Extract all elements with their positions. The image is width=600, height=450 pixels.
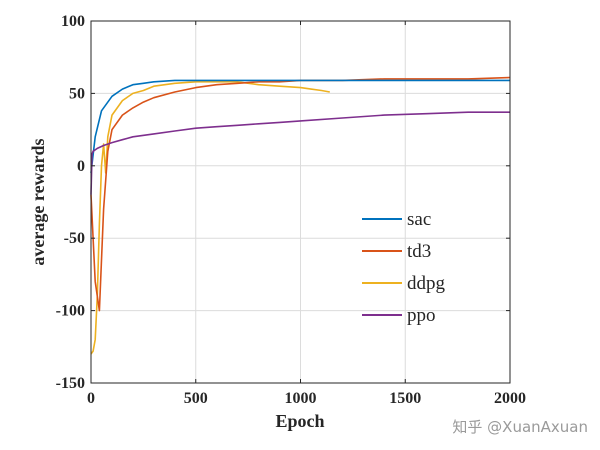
legend-label-td3: td3 [407,241,431,262]
series-lines [90,76,511,355]
series-line-ppo [90,111,510,195]
legend-label-sac: sac [407,209,431,230]
x-tick-label: 500 [184,390,208,407]
tick-marks [90,20,511,384]
series-line-ddpg [90,81,330,355]
y-tick-label: 50 [69,85,85,102]
legend-label-ddpg: ddpg [407,273,446,294]
y-tick-label: 0 [77,158,85,175]
x-tick-label: 0 [87,390,95,407]
x-tick-label: 1000 [285,390,317,407]
y-tick-label: -100 [56,303,85,320]
legend: sac td3 ddpg ppo [362,209,446,326]
y-tick-label: 100 [61,13,85,30]
x-axis-label: Epoch [275,411,324,431]
x-tick-label: 2000 [494,390,526,407]
y-tick-label: -150 [56,375,85,392]
legend-label-ppo: ppo [407,305,436,326]
y-tick-label: -50 [64,230,85,247]
tick-labels: 0 500 1000 1500 2000 -150 -100 -50 0 50 100 [56,13,526,407]
series-line-sac [90,79,510,174]
x-tick-label: 1500 [389,390,421,407]
watermark: 知乎 @XuanAxuan [452,418,588,436]
y-axis-label: average rewards [28,138,48,265]
